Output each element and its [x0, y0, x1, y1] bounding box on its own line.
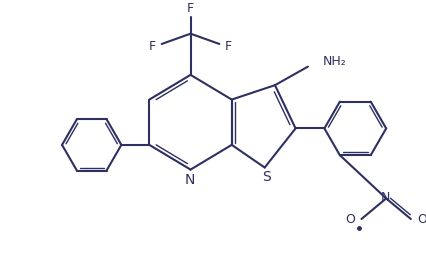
Text: O: O [417, 213, 426, 225]
Text: F: F [149, 39, 156, 52]
Text: NH₂: NH₂ [322, 55, 345, 68]
Text: S: S [262, 169, 271, 184]
Text: F: F [187, 2, 194, 15]
Text: N: N [380, 191, 389, 204]
Text: O: O [344, 213, 354, 225]
Text: F: F [225, 39, 231, 52]
Text: N: N [184, 173, 194, 187]
